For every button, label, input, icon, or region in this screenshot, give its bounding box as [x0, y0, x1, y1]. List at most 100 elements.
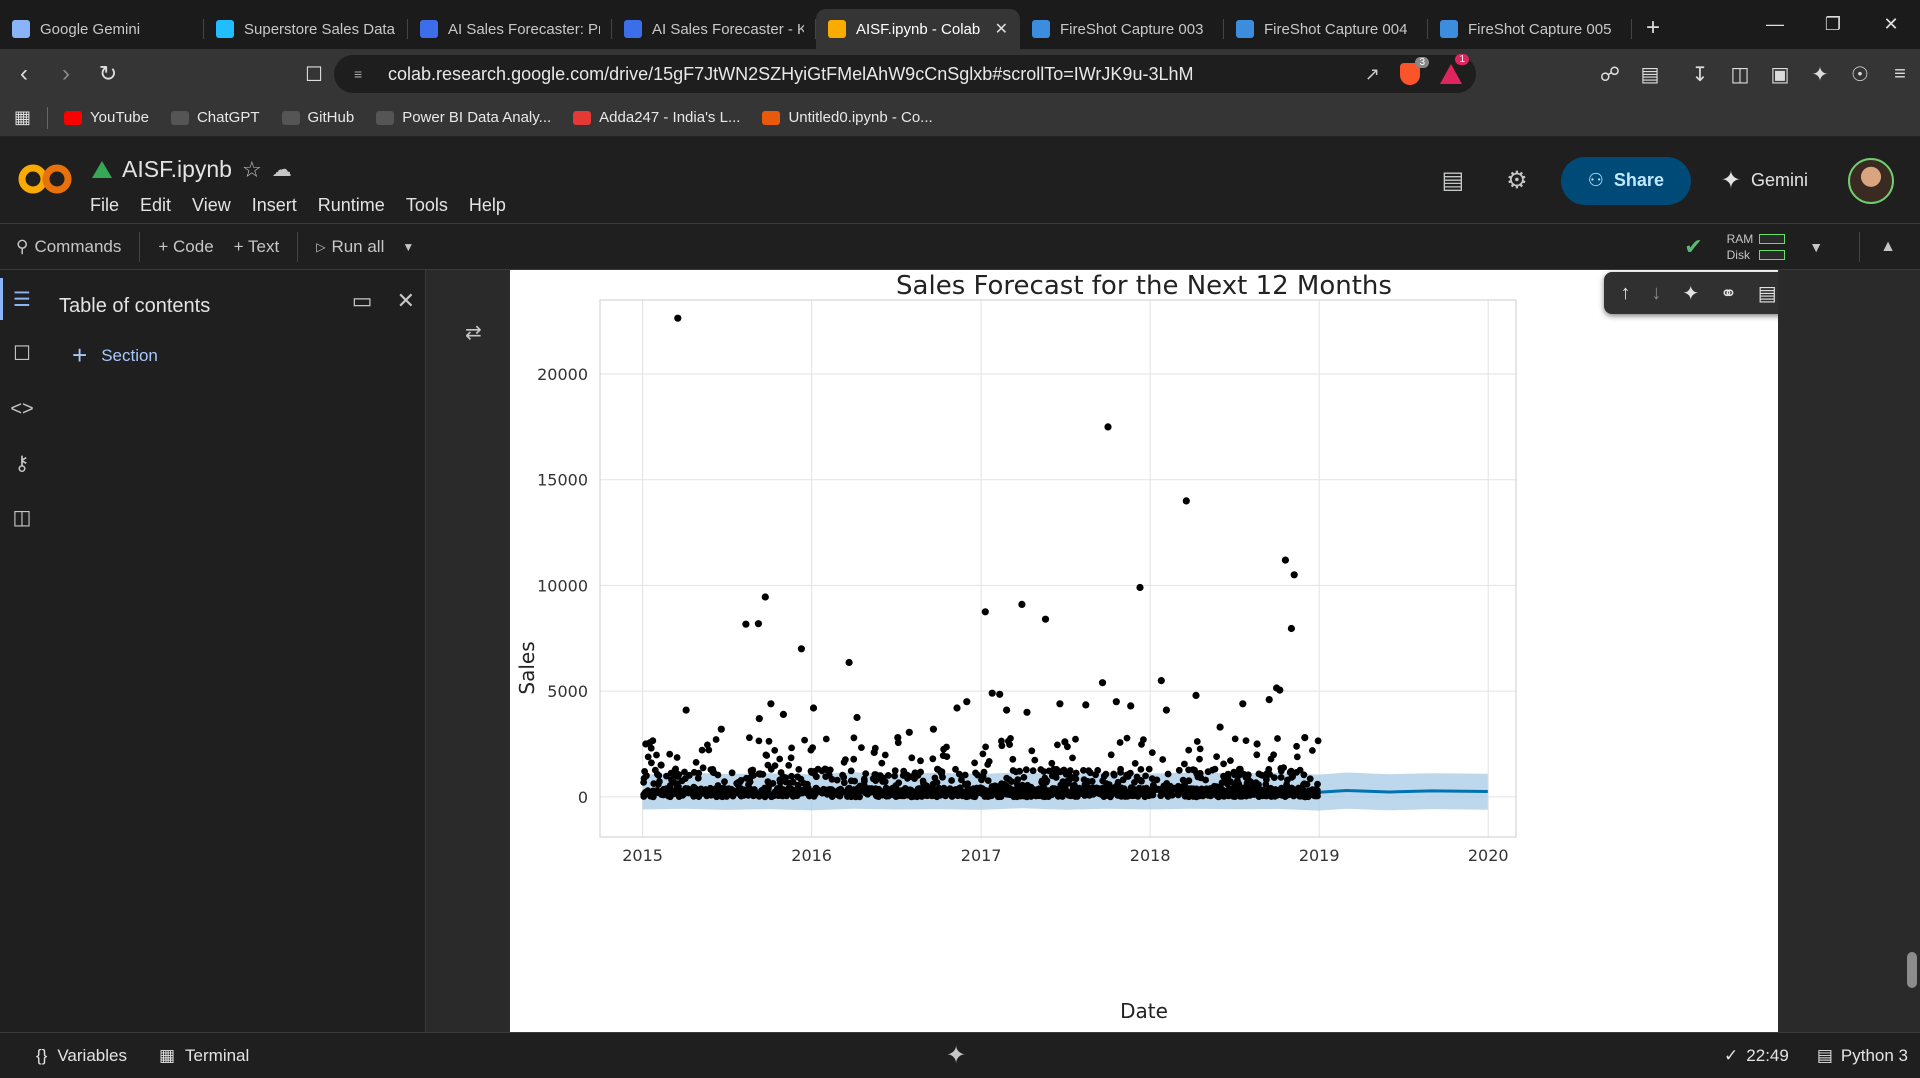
bookmark-item[interactable]: ChatGPT [170, 109, 260, 126]
run-all-button[interactable]: ▷ Run all ▼ [306, 237, 424, 257]
data-point [1075, 790, 1083, 798]
move-down-icon[interactable]: ↓ [1651, 281, 1662, 304]
link-icon[interactable]: ⚭ [1720, 282, 1737, 305]
y-tick-label: 0 [578, 788, 588, 807]
bookmark-item[interactable]: Power BI Data Analy... [376, 109, 551, 126]
avatar[interactable] [1848, 157, 1894, 204]
back-icon[interactable]: ‹ [20, 60, 28, 87]
scrollbar[interactable] [1904, 270, 1920, 1032]
colab-icon [762, 110, 781, 125]
forward-icon[interactable]: › [62, 60, 70, 87]
browser-tab[interactable]: FireShot Capture 003 [1020, 9, 1224, 49]
ram-disk-indicator[interactable]: RAM Disk [1727, 232, 1786, 262]
brave-rewards-icon[interactable]: 1 [1440, 54, 1469, 84]
menu-edit[interactable]: Edit [140, 195, 172, 215]
notebook-title[interactable]: AISF.ipynb [122, 156, 232, 182]
open-in-tab-icon[interactable]: ▭ [351, 288, 373, 313]
run-all-dropdown-icon[interactable]: ▼ [402, 239, 415, 254]
code-snippets-icon[interactable]: <> [10, 397, 34, 420]
vpn-icon[interactable]: ☉ [1851, 63, 1869, 86]
browser-menu-icon[interactable]: ≡ [1894, 62, 1906, 85]
star-icon[interactable]: ☆ [241, 156, 262, 182]
colab-logo-icon[interactable] [18, 162, 72, 196]
output-actions-icon[interactable]: ⇄ [465, 322, 482, 344]
cloud-saved-icon[interactable]: ☁ [271, 159, 292, 181]
settings-gear-icon[interactable]: ⚙ [1506, 167, 1528, 194]
add-code-button[interactable]: + Code [148, 237, 223, 257]
apps-grid-icon[interactable]: ▦ [14, 107, 32, 127]
commands-button[interactable]: ⚲ Commands [0, 237, 131, 257]
data-point [972, 769, 979, 777]
add-section-button[interactable]: + Section [72, 340, 158, 371]
gemini-button[interactable]: ✦ Gemini [1721, 166, 1808, 195]
variables-button[interactable]: {} Variables [0, 1046, 143, 1066]
gemini-cell-icon[interactable]: ✦ [1682, 282, 1700, 305]
close-tab-icon[interactable]: ✕ [994, 21, 1008, 38]
menu-insert[interactable]: Insert [251, 195, 297, 215]
close-window-icon[interactable]: ✕ [1883, 14, 1899, 34]
data-point [1127, 769, 1134, 777]
gemini-status-icon[interactable]: ✦ [946, 1042, 967, 1069]
menu-help[interactable]: Help [468, 195, 506, 215]
menu-tools[interactable]: Tools [405, 195, 448, 215]
browser-tab[interactable]: AI Sales Forecaster - K [612, 9, 816, 49]
browser-tab[interactable]: Superstore Sales Data [204, 9, 408, 49]
bookmark-item[interactable]: YouTube [64, 109, 149, 126]
add-text-button[interactable]: + Text [224, 237, 290, 257]
brave-shields-icon[interactable]: 3 [1400, 57, 1429, 85]
address-bar[interactable]: ≡ colab.research.google.com/drive/15gF7J… [334, 54, 1476, 93]
toc-controls: ▭ ✕ [352, 288, 415, 314]
data-point [984, 777, 992, 784]
terminal-button[interactable]: ▦ Terminal [143, 1046, 265, 1066]
find-replace-icon[interactable]: ☐ [13, 342, 31, 365]
scrollbar-thumb[interactable] [1907, 952, 1917, 988]
comment-icon[interactable]: ▤ [1757, 282, 1777, 305]
sidebar-icon[interactable]: ◫ [1730, 63, 1750, 86]
reload-icon[interactable]: ↻ [98, 61, 118, 86]
menu-view[interactable]: View [192, 195, 231, 215]
menu-runtime[interactable]: Runtime [317, 195, 385, 215]
data-point [1184, 787, 1192, 794]
bookmark-item[interactable]: GitHub [281, 109, 354, 126]
site-settings-icon[interactable]: ≡ [354, 66, 363, 82]
move-up-icon[interactable]: ↑ [1620, 281, 1631, 304]
bookmark-item[interactable]: Adda247 - India's L... [573, 109, 740, 126]
y-tick-label: 20000 [537, 365, 588, 384]
browser-tab[interactable]: FireShot Capture 005 [1428, 9, 1632, 49]
comments-icon[interactable]: ▤ [1441, 167, 1465, 194]
extensions-icon[interactable]: ☍ [1599, 63, 1621, 86]
close-panel-icon[interactable]: ✕ [396, 288, 415, 313]
data-point [1247, 791, 1254, 799]
execution-time[interactable]: ✓ 22:49 [1724, 1046, 1789, 1066]
collapse-header-icon[interactable]: ▲ [1880, 238, 1896, 255]
download-icon[interactable]: ↧ [1691, 63, 1709, 86]
secrets-key-icon[interactable]: ⚷ [14, 452, 30, 475]
browser-tab[interactable]: Google Gemini [0, 9, 204, 49]
restore-icon[interactable]: ❐ [1824, 14, 1842, 34]
data-point [674, 314, 682, 322]
colab-header: AISF.ipynb ☆ ☁ File Edit View Insert Runtime… [0, 137, 1920, 224]
kernel-indicator[interactable]: ▤ Python 3 [1817, 1046, 1908, 1066]
data-point [1009, 755, 1017, 763]
menu-file[interactable]: File [90, 195, 120, 215]
minimize-icon[interactable]: — [1766, 14, 1784, 34]
files-folder-icon[interactable]: ◫ [12, 506, 32, 529]
wallet-icon[interactable]: ▣ [1770, 63, 1790, 86]
data-point [866, 788, 874, 796]
share-page-icon[interactable]: ↗ [1364, 63, 1380, 84]
new-tab-button[interactable]: + [1646, 13, 1661, 41]
leo-icon[interactable]: ✦ [1811, 63, 1829, 86]
bookmark-item[interactable]: Untitled0.ipynb - Co... [762, 109, 933, 126]
browser-tab[interactable]: AI Sales Forecaster: Pr [408, 9, 612, 49]
browser-tab[interactable]: AISF.ipynb - Colab ✕ [816, 9, 1020, 49]
bookmark-icon[interactable]: ☐ [305, 63, 323, 86]
toc-rail-button[interactable]: ☰ [0, 274, 44, 324]
y-tick-label: 10000 [537, 576, 588, 595]
runtime-dropdown-icon[interactable]: ▼ [1809, 239, 1824, 255]
fireshot-icon [1236, 20, 1254, 38]
browser-tab[interactable]: FireShot Capture 004 [1224, 9, 1428, 49]
data-point [1002, 787, 1010, 795]
data-point [1181, 760, 1188, 768]
reader-mode-icon[interactable]: ▤ [1640, 63, 1660, 86]
share-button[interactable]: ⚇ Share [1560, 156, 1691, 205]
